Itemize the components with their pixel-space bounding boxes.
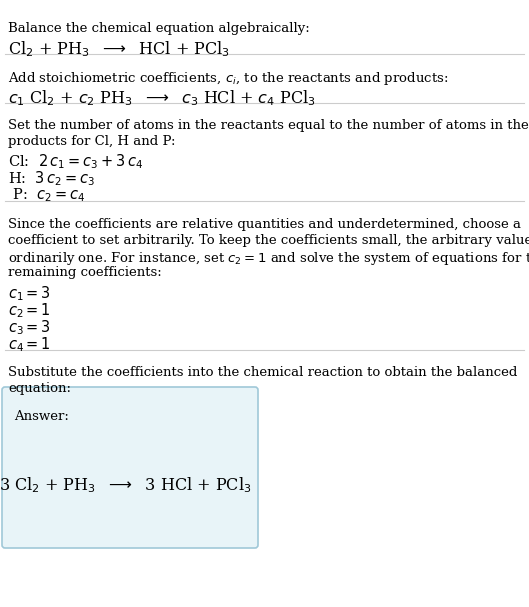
Text: Balance the chemical equation algebraically:: Balance the chemical equation algebraica…: [8, 22, 310, 35]
Text: Cl$_2$ + PH$_3$  $\longrightarrow$  HCl + PCl$_3$: Cl$_2$ + PH$_3$ $\longrightarrow$ HCl + …: [8, 39, 230, 59]
Text: H:  $3\,c_2 = c_3$: H: $3\,c_2 = c_3$: [8, 169, 95, 188]
Text: remaining coefficients:: remaining coefficients:: [8, 266, 162, 279]
Text: Add stoichiometric coefficients, $c_i$, to the reactants and products:: Add stoichiometric coefficients, $c_i$, …: [8, 70, 449, 87]
Text: P:  $c_2 = c_4$: P: $c_2 = c_4$: [8, 186, 86, 204]
Text: Answer:: Answer:: [14, 410, 69, 423]
Text: equation:: equation:: [8, 382, 71, 395]
Text: coefficient to set arbitrarily. To keep the coefficients small, the arbitrary va: coefficient to set arbitrarily. To keep …: [8, 234, 529, 247]
Text: $c_1 = 3$: $c_1 = 3$: [8, 284, 51, 303]
Text: Set the number of atoms in the reactants equal to the number of atoms in the: Set the number of atoms in the reactants…: [8, 119, 529, 132]
Text: $c_4 = 1$: $c_4 = 1$: [8, 335, 51, 354]
Text: Substitute the coefficients into the chemical reaction to obtain the balanced: Substitute the coefficients into the che…: [8, 366, 517, 379]
Text: products for Cl, H and P:: products for Cl, H and P:: [8, 135, 176, 148]
Text: 3 Cl$_2$ + PH$_3$  $\longrightarrow$  3 HCl + PCl$_3$: 3 Cl$_2$ + PH$_3$ $\longrightarrow$ 3 HC…: [0, 475, 251, 495]
Text: $c_3 = 3$: $c_3 = 3$: [8, 318, 51, 337]
Text: $c_2 = 1$: $c_2 = 1$: [8, 301, 51, 320]
Text: $c_1$ Cl$_2$ + $c_2$ PH$_3$  $\longrightarrow$  $c_3$ HCl + $c_4$ PCl$_3$: $c_1$ Cl$_2$ + $c_2$ PH$_3$ $\longrighta…: [8, 88, 316, 107]
Text: Since the coefficients are relative quantities and underdetermined, choose a: Since the coefficients are relative quan…: [8, 218, 521, 231]
Text: ordinarily one. For instance, set $c_2 = 1$ and solve the system of equations fo: ordinarily one. For instance, set $c_2 =…: [8, 250, 529, 267]
FancyBboxPatch shape: [2, 387, 258, 548]
Text: Cl:  $2\,c_1 = c_3 + 3\,c_4$: Cl: $2\,c_1 = c_3 + 3\,c_4$: [8, 152, 143, 171]
